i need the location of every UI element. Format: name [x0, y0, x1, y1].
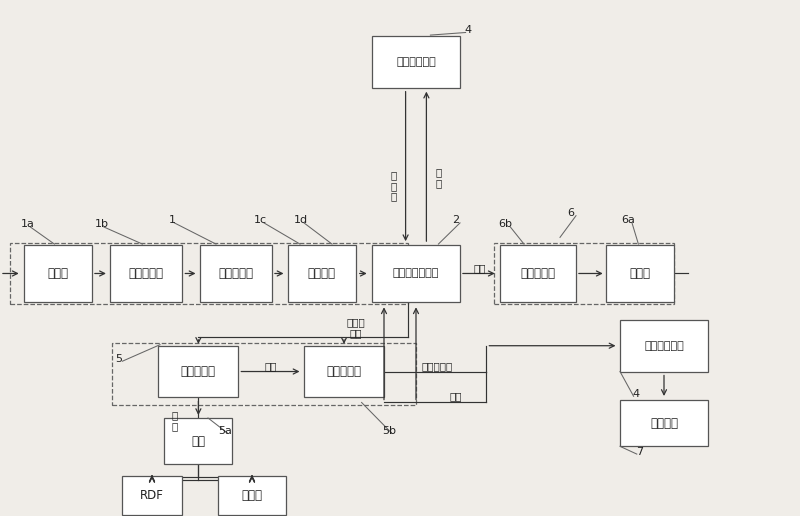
- Text: 热
沼
液: 热 沼 液: [390, 170, 397, 202]
- Text: 5a: 5a: [218, 426, 232, 437]
- Text: 污泥脱水机: 污泥脱水机: [181, 365, 216, 378]
- Text: 贮存: 贮存: [191, 434, 206, 448]
- Text: 贮气柜: 贮气柜: [630, 267, 650, 280]
- Text: 2: 2: [453, 215, 459, 225]
- Text: 有机肥: 有机肥: [242, 489, 262, 502]
- Bar: [606, 245, 674, 302]
- Bar: [620, 400, 708, 446]
- Bar: [110, 245, 182, 302]
- Text: 沼液: 沼液: [264, 361, 277, 372]
- Text: 1: 1: [169, 215, 175, 225]
- Bar: [10, 243, 408, 304]
- Text: 沼
渣: 沼 渣: [171, 410, 178, 431]
- Text: 5b: 5b: [382, 426, 397, 437]
- Text: 4: 4: [633, 389, 639, 399]
- Bar: [23, 245, 91, 302]
- Bar: [288, 245, 356, 302]
- Text: 6: 6: [568, 208, 574, 218]
- Text: 1a: 1a: [21, 219, 35, 230]
- Bar: [112, 343, 416, 405]
- Text: 预处理池: 预处理池: [308, 267, 336, 280]
- Text: 6a: 6a: [621, 215, 635, 225]
- Text: 半湿粉碎机: 半湿粉碎机: [218, 267, 254, 280]
- Text: 沼
液: 沼 液: [435, 168, 442, 188]
- Text: 4: 4: [465, 25, 471, 35]
- Text: 沼气: 沼气: [474, 263, 486, 273]
- Text: 1b: 1b: [94, 219, 109, 230]
- Text: 热水: 热水: [450, 391, 462, 401]
- Bar: [165, 418, 232, 464]
- Text: 5: 5: [115, 354, 122, 364]
- Text: 干式厌氧发酵罐: 干式厌氧发酵罐: [393, 268, 439, 279]
- Text: 脱水、脱硫: 脱水、脱硫: [520, 267, 555, 280]
- Bar: [372, 245, 460, 302]
- Text: 贮料箱: 贮料箱: [47, 267, 68, 280]
- Text: 达标排放水: 达标排放水: [421, 361, 453, 372]
- Text: RDF: RDF: [140, 489, 164, 502]
- Text: 污水处理器: 污水处理器: [326, 365, 362, 378]
- Text: 7: 7: [637, 447, 643, 457]
- Text: 排放系统: 排放系统: [650, 416, 678, 430]
- Text: 保温加热系统: 保温加热系统: [396, 57, 436, 67]
- Text: 6b: 6b: [498, 219, 513, 230]
- Text: 1c: 1c: [254, 215, 267, 225]
- Bar: [372, 36, 460, 88]
- Text: 保温加热系统: 保温加热系统: [644, 341, 684, 351]
- Bar: [122, 476, 182, 514]
- Bar: [494, 243, 674, 304]
- Text: 沼液、
沼渣: 沼液、 沼渣: [346, 317, 366, 338]
- Text: 带式输送机: 带式输送机: [129, 267, 164, 280]
- Bar: [200, 245, 272, 302]
- Text: 1d: 1d: [294, 215, 308, 225]
- Bar: [158, 346, 238, 397]
- Bar: [218, 476, 286, 514]
- Bar: [620, 320, 708, 372]
- Bar: [304, 346, 384, 397]
- Bar: [499, 245, 576, 302]
